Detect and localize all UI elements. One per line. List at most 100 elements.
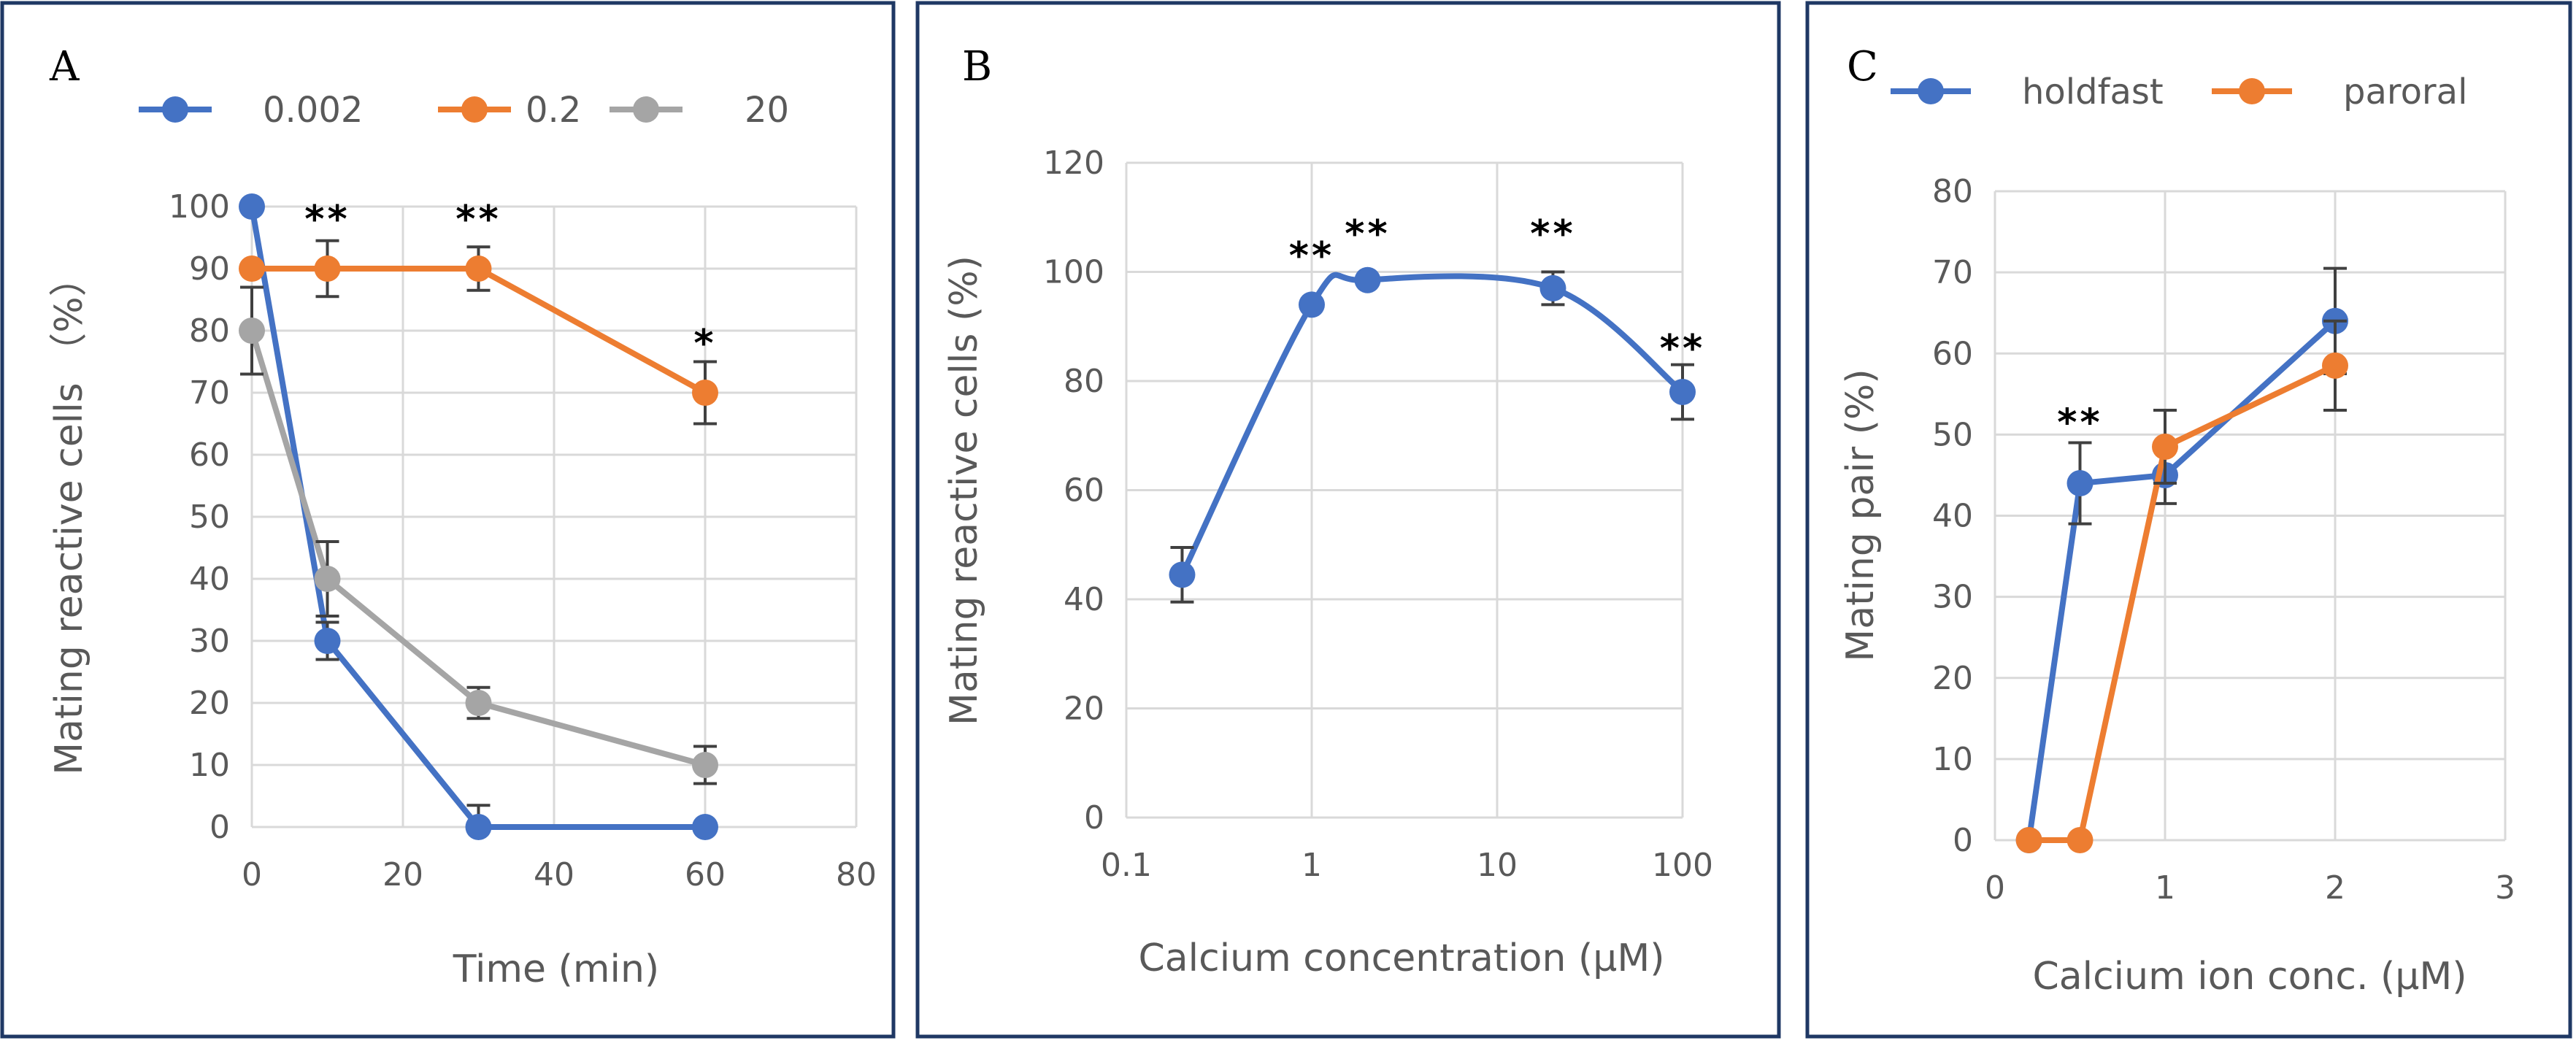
series-line (249, 206, 705, 830)
series-line (2026, 318, 2337, 841)
x-axis-title: Time (min) (453, 947, 659, 991)
y-tick-label: 80 (1932, 173, 1973, 210)
legend-label: 0.002 (263, 90, 363, 131)
legend-marker (162, 96, 188, 123)
x-tick-label: 0 (1985, 869, 2005, 907)
x-tick-label: 0.1 (1101, 847, 1152, 884)
y-tick-label: 0 (209, 809, 230, 846)
legend-label: 0.2 (526, 90, 581, 131)
data-point (692, 752, 718, 778)
y-tick-label: 10 (189, 747, 230, 784)
y-tick-label: 30 (1932, 579, 1973, 616)
y-tick-label: 60 (1932, 335, 1973, 372)
data-point (2152, 434, 2178, 461)
x-tick-label: 20 (382, 856, 423, 893)
data-point (1539, 274, 1566, 301)
data-point (239, 255, 265, 282)
y-tick-label: 40 (1064, 581, 1104, 618)
y-axis-title: Mating reactive cells (%) (942, 255, 986, 726)
data-point (692, 380, 718, 406)
y-tick-label: 70 (1932, 254, 1973, 291)
data-point (1299, 291, 1325, 318)
data-point (1169, 561, 1196, 588)
panel-frame (1805, 1, 2572, 1039)
data-point (1354, 266, 1381, 293)
data-point (465, 255, 492, 282)
x-tick-label: 1 (1302, 847, 1322, 884)
significance-marker: ** (1660, 327, 1705, 371)
data-point (314, 566, 341, 592)
significance-marker: ** (455, 198, 501, 242)
panel-label: C (1847, 43, 1878, 91)
y-tick-label: 20 (1932, 660, 1973, 697)
significance-marker: ** (1530, 212, 1575, 256)
x-tick-label: 3 (2495, 869, 2515, 907)
y-tick-label: 20 (1064, 691, 1104, 728)
y-tick-label: 50 (189, 499, 230, 536)
series-line (249, 329, 707, 768)
panel-label: A (49, 43, 80, 91)
data-point (465, 814, 492, 840)
y-tick-label: 70 (189, 374, 230, 412)
legend-label: 20 (745, 90, 789, 131)
y-tick-label: 80 (1064, 363, 1104, 400)
y-axis-title: Mating reactive cells （%） (47, 258, 91, 774)
y-tick-label: 10 (1932, 741, 1973, 778)
data-point (314, 628, 341, 654)
series-line (2029, 363, 2337, 843)
x-tick-label: 1 (2155, 869, 2175, 907)
y-tick-label: 40 (1932, 498, 1973, 535)
x-tick-label: 2 (2325, 869, 2345, 907)
significance-marker: ** (304, 198, 350, 242)
x-tick-label: 10 (1477, 847, 1518, 884)
y-tick-label: 80 (189, 312, 230, 350)
data-point (2066, 827, 2094, 853)
y-tick-label: 0 (1953, 822, 1973, 859)
y-tick-label: 100 (169, 188, 230, 226)
data-point (239, 318, 265, 344)
data-point (2015, 827, 2042, 853)
y-tick-label: 20 (189, 685, 230, 722)
x-tick-label: 40 (534, 856, 574, 893)
data-point (314, 255, 341, 282)
y-tick-label: 60 (189, 437, 230, 474)
y-tick-label: 90 (189, 250, 230, 288)
y-axis-title: Mating pair (%) (1839, 369, 1883, 661)
legend-label: holdfast (2022, 72, 2164, 112)
legend-marker (633, 96, 659, 123)
x-tick-label: 80 (836, 856, 877, 893)
y-tick-label: 120 (1043, 145, 1104, 182)
panel-frame (0, 1, 896, 1039)
x-tick-label: 100 (1652, 847, 1713, 884)
legend-label: paroral (2343, 72, 2467, 112)
y-tick-label: 100 (1043, 254, 1104, 291)
data-point (1669, 378, 1696, 405)
significance-marker: * (693, 322, 716, 366)
y-tick-label: 30 (189, 623, 230, 660)
x-axis-title: Calcium concentration (μM) (1139, 937, 1665, 980)
significance-marker: ** (1345, 212, 1390, 256)
significance-marker: ** (2057, 401, 2102, 445)
x-axis-title: Calcium ion conc. (μM) (2032, 955, 2467, 999)
panel-b: 0 20 40 60 80 100 120 0.1 1 10 100 Calcium concentr… (915, 1, 1781, 1039)
panel-label: B (962, 43, 992, 91)
legend-marker (461, 96, 488, 123)
data-point (692, 814, 718, 840)
legend-marker (2239, 78, 2265, 104)
panel-frame (915, 1, 1781, 1039)
x-tick-label: 0 (242, 856, 262, 893)
y-tick-label: 50 (1932, 416, 1973, 453)
data-point (2066, 470, 2094, 497)
x-tick-label: 60 (685, 856, 726, 893)
y-tick-label: 0 (1084, 799, 1104, 837)
panel-a: 0 10 20 30 40 50 60 70 80 90 100 0 20 40 60 80 Time (min… (0, 1, 896, 1039)
series-line (252, 266, 707, 396)
significance-marker: ** (1289, 234, 1334, 278)
y-tick-label: 60 (1064, 472, 1104, 509)
legend-marker (1918, 78, 1944, 104)
data-point (465, 690, 492, 716)
panel-c: 0 10 20 30 40 50 60 70 80 0 1 2 3 Calcium ion conc. (… (1805, 1, 2572, 1039)
data-point (2322, 352, 2348, 379)
data-point (239, 193, 265, 220)
